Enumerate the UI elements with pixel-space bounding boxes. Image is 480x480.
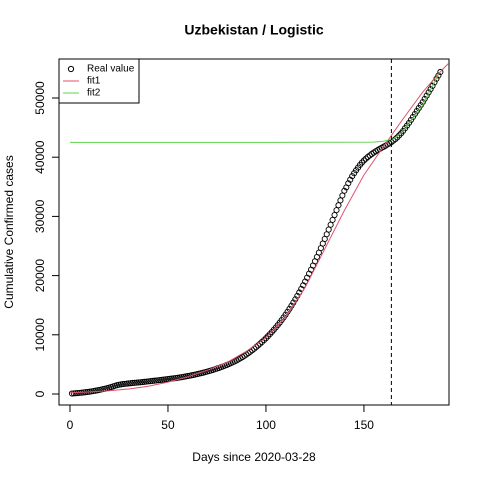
data-point: [437, 68, 444, 76]
data-point: [72, 390, 79, 397]
data-point: [123, 380, 130, 387]
data-point: [425, 89, 432, 96]
data-point: [133, 379, 140, 386]
data-point: [145, 378, 152, 385]
data-point: [160, 376, 168, 383]
data-point: [159, 376, 166, 383]
data-point: [333, 207, 340, 214]
data-point: [139, 379, 146, 386]
data-point: [362, 155, 369, 162]
data-point: [360, 157, 367, 164]
data-point: [429, 82, 436, 89]
legend-label: Real value: [87, 64, 135, 75]
legend-label: fit1: [87, 76, 101, 87]
data-point: [149, 377, 156, 385]
data-point: [141, 378, 148, 385]
y-tick-label: 10000: [33, 318, 47, 352]
data-point: [153, 377, 160, 384]
data-point: [129, 379, 136, 387]
x-axis-label: Days since 2020-03-28: [192, 450, 316, 464]
y-tick-label: 20000: [33, 259, 47, 293]
fit-line: [69, 74, 439, 143]
y-tick-label: 30000: [33, 199, 47, 233]
x-tick-label: 0: [67, 418, 74, 432]
data-point: [131, 379, 138, 386]
y-axis-label: Cumulative Confirmed cases: [2, 155, 16, 308]
x-tick-label: 100: [256, 418, 276, 432]
data-point: [157, 376, 164, 384]
data-point: [119, 381, 126, 388]
data-point: [435, 72, 442, 79]
y-tick-label: 50000: [33, 81, 47, 115]
legend-symbol: [67, 65, 75, 73]
data-point: [121, 380, 128, 387]
data-point: [396, 132, 403, 139]
data-point: [331, 211, 338, 219]
x-tick-label: 150: [354, 418, 374, 432]
data-point: [143, 378, 150, 385]
data-point: [125, 380, 132, 387]
data-point: [155, 377, 162, 384]
y-tick-label: 0: [33, 390, 47, 397]
plot-frame: [58, 58, 450, 406]
data-point: [68, 390, 75, 397]
x-tick-label: 50: [161, 418, 175, 432]
data-point: [127, 380, 134, 387]
y-tick-label: 40000: [33, 140, 47, 174]
data-point: [162, 376, 170, 383]
data-point: [347, 176, 354, 183]
fit-line: [69, 63, 449, 394]
data-point: [137, 379, 144, 386]
data-point: [345, 180, 352, 187]
data-point: [135, 379, 142, 386]
data-point: [358, 159, 366, 166]
data-point: [264, 333, 271, 340]
legend-label: fit2: [87, 88, 101, 99]
data-point: [341, 187, 348, 194]
data-point: [70, 390, 77, 397]
data-point: [262, 335, 270, 342]
data-point: [151, 377, 158, 384]
data-point: [147, 378, 154, 385]
data-point: [260, 337, 268, 344]
chart-title: Uzbekistan / Logistic: [184, 22, 323, 38]
data-point: [427, 86, 434, 93]
